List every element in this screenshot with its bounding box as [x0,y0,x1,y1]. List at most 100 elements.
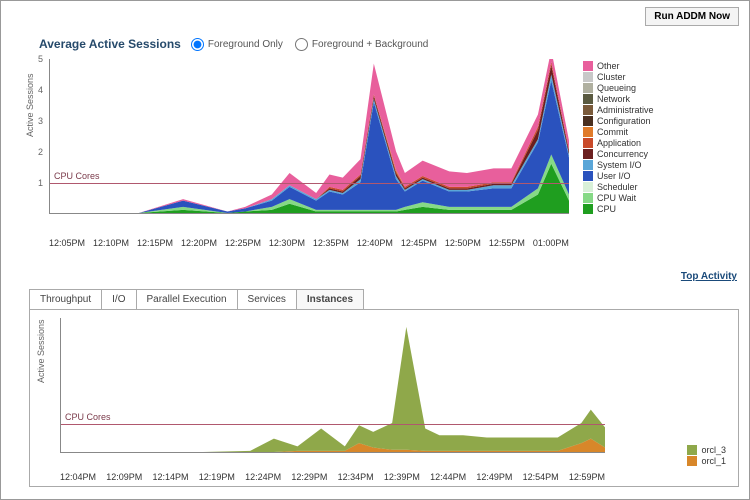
tab-parallel-execution[interactable]: Parallel Execution [136,289,238,309]
legend-item[interactable]: Concurrency [583,149,654,159]
top-activity-link[interactable]: Top Activity [681,271,737,282]
tab-instances[interactable]: Instances [296,289,364,309]
xtick: 12:39PM [384,472,420,482]
radio-foreground-only-input[interactable] [191,38,204,51]
chart2-cpu-line [61,424,605,425]
xtick: 12:45PM [401,238,437,248]
xtick: 12:15PM [137,238,173,248]
xtick: 12:14PM [153,472,189,482]
section1-title: Average Active Sessions [39,37,181,51]
legend-item[interactable]: CPU Wait [583,193,654,203]
chart2-legend: orcl_3orcl_1 [687,445,726,466]
legend-item[interactable]: Scheduler [583,182,654,192]
legend-label: Concurrency [597,149,648,159]
xtick: 12:09PM [106,472,142,482]
xtick: 12:20PM [181,238,217,248]
legend-label: Commit [597,127,628,137]
legend-item[interactable]: System I/O [583,160,654,170]
legend-swatch [583,149,593,159]
legend-swatch [583,94,593,104]
ytick: 2 [38,147,43,157]
ytick: 3 [38,116,43,126]
xtick: 12:49PM [476,472,512,482]
legend-swatch [583,61,593,71]
legend-item[interactable]: Application [583,138,654,148]
legend-item[interactable]: Commit [583,127,654,137]
legend-label: CPU Wait [597,193,636,203]
xtick: 12:25PM [225,238,261,248]
legend-swatch [583,160,593,170]
legend-swatch [583,171,593,181]
legend-item[interactable]: Configuration [583,116,654,126]
chart1-ylabel: Active Sessions [25,73,35,137]
chart1-cpu-line [50,183,569,184]
legend-label: orcl_1 [701,456,726,466]
instances-panel: Active Sessions CPU Cores 12:04PM 12:09PM… [29,309,739,487]
legend-item[interactable]: Other [583,61,654,71]
chart2-ylabel: Active Sessions [36,319,46,383]
radio-foreground-only[interactable]: Foreground Only [191,38,283,51]
legend-label: Network [597,94,630,104]
legend-swatch [583,193,593,203]
chart1-wrap: Active Sessions CPU Cores 12345 12:05PM1… [49,59,569,234]
legend-swatch [583,138,593,148]
legend-swatch [687,456,697,466]
run-addm-button[interactable]: Run ADDM Now [645,7,739,26]
legend-item[interactable]: orcl_3 [687,445,726,455]
xtick: 12:55PM [489,238,525,248]
legend-item[interactable]: Queueing [583,83,654,93]
foreground-radio-group: Foreground Only Foreground + Background [191,38,429,51]
legend-label: Cluster [597,72,626,82]
xtick: 12:40PM [357,238,393,248]
legend-label: User I/O [597,171,631,181]
legend-swatch [583,182,593,192]
legend-label: Queueing [597,83,636,93]
ytick: 1 [38,178,43,188]
legend-item[interactable]: User I/O [583,171,654,181]
top-activity-link-wrap: Top Activity [681,271,737,282]
legend-label: Scheduler [597,182,638,192]
legend-item[interactable]: Network [583,94,654,104]
legend-swatch [687,445,697,455]
xtick: 12:24PM [245,472,281,482]
xtick: 12:04PM [60,472,96,482]
ytick: 5 [38,54,43,64]
tab-i-o[interactable]: I/O [101,289,136,309]
chart2-xaxis: 12:04PM12:09PM12:14PM12:19PM12:24PM12:29… [60,472,605,482]
radio-foreground-only-label: Foreground Only [208,39,283,50]
legend-label: Configuration [597,116,651,126]
xtick: 12:30PM [269,238,305,248]
chart2-cpu-label: CPU Cores [65,412,111,422]
legend-label: Administrative [597,105,654,115]
section1-header: Average Active Sessions Foreground Only … [39,37,428,51]
legend-swatch [583,116,593,126]
legend-item[interactable]: Cluster [583,72,654,82]
xtick: 12:54PM [523,472,559,482]
radio-foreground-background-label: Foreground + Background [312,39,428,50]
xtick: 12:05PM [49,238,85,248]
chart2: CPU Cores [60,318,605,453]
legend-item[interactable]: CPU [583,204,654,214]
legend-label: System I/O [597,160,642,170]
legend-label: Other [597,61,620,71]
xtick: 12:59PM [569,472,605,482]
xtick: 12:34PM [338,472,374,482]
legend-label: orcl_3 [701,445,726,455]
legend-item[interactable]: orcl_1 [687,456,726,466]
xtick: 01:00PM [533,238,569,248]
radio-foreground-background-input[interactable] [295,38,308,51]
xtick: 12:10PM [93,238,129,248]
xtick: 12:50PM [445,238,481,248]
legend-swatch [583,72,593,82]
xtick: 12:29PM [291,472,327,482]
chart2-svg [61,318,605,452]
radio-foreground-background[interactable]: Foreground + Background [295,38,428,51]
ytick: 4 [38,85,43,95]
tab-services[interactable]: Services [237,289,297,309]
chart1-xaxis: 12:05PM 12:10PM 12:15PM 12:20PM 12:25PM 12:30… [49,238,569,248]
tab-throughput[interactable]: Throughput [29,289,102,309]
tab-bar: ThroughputI/OParallel ExecutionServicesI… [29,289,363,309]
chart1: CPU Cores 12345 [49,59,569,214]
legend-item[interactable]: Administrative [583,105,654,115]
legend-label: Application [597,138,641,148]
